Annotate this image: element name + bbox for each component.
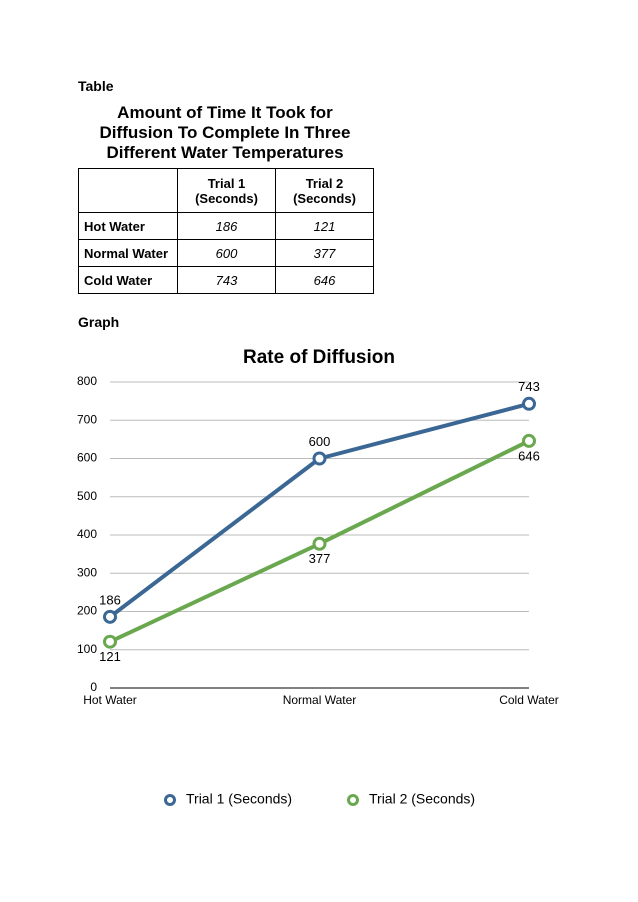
value-cell: 377 — [275, 239, 374, 267]
x-tick-label: Hot Water — [83, 693, 137, 707]
data-point — [103, 609, 117, 624]
value-cell: 743 — [177, 266, 276, 294]
y-tick-label: 300 — [77, 565, 97, 579]
legend-label: Trial 1 (Seconds) — [186, 791, 292, 807]
x-tick-label: Cold Water — [499, 693, 559, 707]
data-point — [103, 634, 117, 649]
table-row: Hot Water 186 121 — [78, 212, 374, 240]
y-tick-label: 200 — [77, 604, 97, 618]
section-heading: Table — [78, 78, 114, 94]
legend-label: Trial 2 (Seconds) — [369, 791, 475, 807]
data-label: 743 — [518, 379, 540, 394]
y-tick-label: 0 — [90, 680, 97, 694]
data-label: 186 — [99, 592, 121, 607]
legend-marker — [164, 794, 176, 806]
data-point — [312, 536, 327, 551]
header-row: Trial 1 (Seconds) Trial 2 (Seconds) — [78, 168, 374, 213]
x-tick-label: Normal Water — [283, 693, 357, 707]
table-row: Normal Water 600 377 — [78, 239, 374, 267]
data-point — [522, 396, 536, 411]
table-title: Amount of Time It Took for Diffusion To … — [99, 103, 351, 162]
legend-marker — [347, 794, 359, 806]
y-tick-label: 800 — [77, 374, 97, 388]
y-tick-label: 500 — [77, 489, 97, 503]
value-cell: 186 — [177, 212, 276, 240]
table-row: Cold Water 743 646 — [78, 266, 374, 294]
section-heading: Graph — [78, 314, 120, 330]
table-body: Hot Water 186 121 Normal Water 600 377 Cold Wa… — [78, 212, 374, 294]
data-label: 121 — [99, 649, 121, 664]
corner-cell — [78, 168, 178, 213]
column-header: Trial 1 (Seconds) — [177, 168, 276, 213]
data-table: Trial 1 (Seconds) Trial 2 (Seconds) Hot W… — [78, 168, 374, 294]
y-tick-label: 100 — [77, 642, 97, 656]
data-point — [312, 451, 327, 466]
data-label: 600 — [309, 434, 331, 449]
row-label: Hot Water — [78, 212, 178, 240]
y-tick-label: 600 — [77, 451, 97, 465]
data-label: 646 — [518, 448, 540, 463]
row-label: Cold Water — [78, 266, 178, 294]
chart-title: Rate of Diffusion — [243, 347, 395, 368]
value-cell: 646 — [275, 266, 374, 294]
y-tick-label: 400 — [77, 527, 97, 541]
data-label: 377 — [309, 551, 331, 566]
y-tick-label: 700 — [77, 412, 97, 426]
value-cell: 600 — [177, 239, 276, 267]
data-point — [522, 433, 536, 448]
column-header: Trial 2 (Seconds) — [275, 168, 374, 213]
